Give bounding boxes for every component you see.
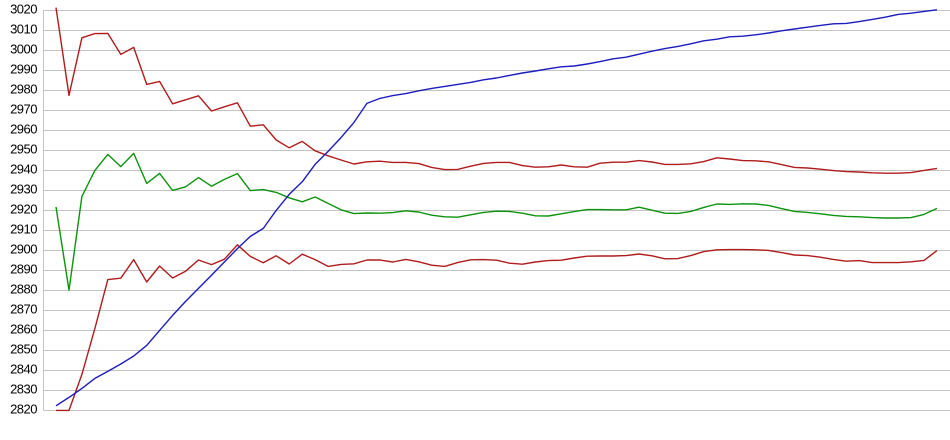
svg-text:2830: 2830 (10, 381, 37, 396)
svg-text:2900: 2900 (10, 241, 37, 256)
svg-text:2880: 2880 (10, 281, 37, 296)
svg-text:2940: 2940 (10, 161, 37, 176)
svg-text:2980: 2980 (10, 81, 37, 96)
svg-text:2820: 2820 (10, 401, 37, 416)
svg-text:2960: 2960 (10, 121, 37, 136)
svg-text:2890: 2890 (10, 261, 37, 276)
svg-text:2970: 2970 (10, 101, 37, 116)
svg-text:3000: 3000 (10, 41, 37, 56)
svg-text:3010: 3010 (10, 21, 37, 36)
svg-text:2850: 2850 (10, 341, 37, 356)
svg-text:2990: 2990 (10, 61, 37, 76)
svg-text:3020: 3020 (10, 1, 37, 16)
svg-text:2950: 2950 (10, 141, 37, 156)
svg-text:2860: 2860 (10, 321, 37, 336)
svg-text:2930: 2930 (10, 181, 37, 196)
svg-text:2910: 2910 (10, 221, 37, 236)
svg-text:2870: 2870 (10, 301, 37, 316)
svg-text:2840: 2840 (10, 361, 37, 376)
svg-text:2920: 2920 (10, 201, 37, 216)
